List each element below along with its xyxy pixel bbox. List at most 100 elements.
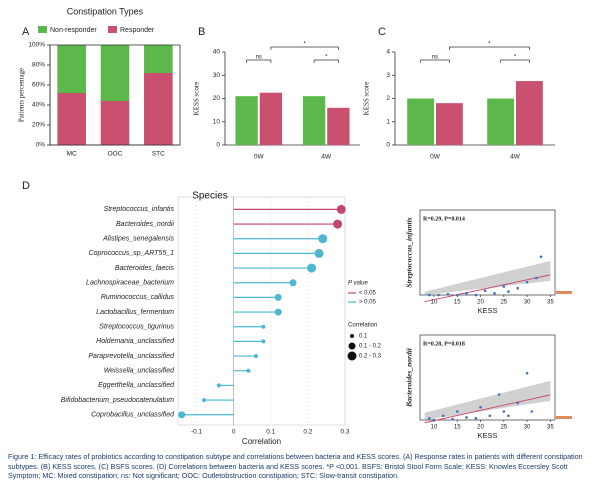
y-tick-label: 40% bbox=[32, 102, 45, 109]
category-label: Lactobacillus_fermentum bbox=[96, 309, 174, 316]
legend-label: 0.2 - 0.3 bbox=[359, 354, 382, 360]
category-label: Streptococcus_tigurinus bbox=[99, 324, 174, 331]
x-tick-label: STC bbox=[152, 151, 165, 158]
point bbox=[455, 293, 459, 297]
x-tick-label: 0W bbox=[430, 154, 441, 161]
point bbox=[432, 418, 436, 422]
category-label: Eggerthella_unclassified bbox=[98, 382, 175, 389]
point bbox=[507, 290, 510, 293]
point bbox=[474, 293, 478, 297]
legend-swatch bbox=[108, 26, 117, 33]
frame bbox=[419, 334, 556, 421]
x-axis-label: KESS bbox=[477, 306, 497, 315]
dot bbox=[178, 411, 186, 419]
significance: * bbox=[325, 55, 328, 61]
y-tick-label: 30 bbox=[213, 72, 221, 79]
bar-segment bbox=[100, 101, 130, 145]
frame bbox=[419, 209, 556, 296]
point bbox=[437, 293, 440, 297]
bar bbox=[407, 98, 434, 145]
point bbox=[446, 292, 450, 296]
side-density bbox=[556, 291, 572, 294]
confidence-band bbox=[424, 380, 551, 420]
bar-segment bbox=[144, 73, 173, 145]
bar-segment bbox=[144, 45, 173, 73]
y-tick-label: 2 bbox=[386, 95, 390, 102]
bracket bbox=[420, 59, 450, 63]
x-axis-label: Correlation bbox=[242, 437, 281, 445]
category-label: Bifidobacterium_pseudocatenulatum bbox=[61, 397, 174, 404]
category-label: Lachnospiraceae_bacterium bbox=[86, 280, 174, 287]
significance: ns bbox=[432, 55, 438, 61]
category-label: Holdemania_unclassified bbox=[96, 338, 175, 345]
y-tick-label: 60% bbox=[32, 82, 45, 89]
dot bbox=[246, 368, 251, 373]
bracket bbox=[500, 59, 530, 63]
point bbox=[474, 417, 478, 420]
y-tick-label: 0% bbox=[36, 142, 46, 149]
legend-label: Non-responder bbox=[50, 27, 97, 34]
bar bbox=[302, 96, 326, 145]
legend-dot bbox=[347, 351, 357, 361]
annotation: R=0.29, P=0.014 bbox=[423, 216, 465, 222]
dot bbox=[336, 204, 346, 214]
dot bbox=[253, 354, 258, 359]
panel-label: B bbox=[198, 26, 205, 38]
x-tick-label: 15 bbox=[454, 425, 461, 431]
bracket bbox=[449, 46, 530, 50]
dot bbox=[261, 339, 266, 344]
dot bbox=[216, 383, 221, 388]
y-axis-label: KESS score bbox=[363, 82, 371, 116]
y-tick-label: 0 bbox=[216, 142, 220, 149]
panel-label: D bbox=[22, 180, 30, 192]
category-label: Bacteroides_nordii bbox=[116, 221, 174, 228]
category-label: Weissella_unclassified bbox=[104, 368, 175, 375]
x-tick-label: 25 bbox=[500, 425, 507, 431]
bar bbox=[436, 103, 463, 145]
point bbox=[535, 276, 538, 280]
point bbox=[502, 285, 506, 288]
point bbox=[441, 414, 445, 418]
caption: Figure 1: Efficacy rates of probiotics a… bbox=[8, 452, 583, 480]
x-tick-label: 25 bbox=[500, 300, 507, 306]
point bbox=[497, 393, 501, 396]
dot bbox=[274, 293, 282, 301]
significance: * bbox=[488, 42, 491, 48]
legend-label: < 0.05 bbox=[359, 291, 377, 297]
bracket bbox=[313, 59, 339, 63]
x-tick-label: 0 bbox=[232, 429, 236, 436]
legend-label: Responder bbox=[120, 27, 155, 34]
point bbox=[428, 293, 431, 297]
bar-segment bbox=[100, 45, 130, 101]
x-tick-label: 15 bbox=[454, 300, 461, 306]
figure: A B C D 0% 20% 40% 60% 80% 100% Patients percentag… bbox=[18, 6, 572, 445]
point bbox=[428, 417, 431, 420]
legend-title: Correlation bbox=[348, 323, 377, 329]
legend-title: P value bbox=[348, 281, 368, 287]
legend-swatch bbox=[38, 26, 47, 33]
x-tick-label: 10 bbox=[431, 300, 438, 306]
bar-segment bbox=[57, 45, 86, 93]
x-axis-label: KESS bbox=[477, 431, 497, 440]
panel-label: A bbox=[22, 26, 30, 38]
chart-title: Constipation Types bbox=[67, 6, 144, 16]
category-label: Bacteroides_faecis bbox=[115, 265, 175, 272]
x-tick-label: OOC bbox=[108, 151, 123, 158]
dot bbox=[201, 398, 206, 403]
y-tick-label: 4 bbox=[386, 49, 390, 56]
side-density bbox=[556, 416, 572, 419]
trend-line bbox=[424, 394, 551, 424]
x-tick-label: 0.2 bbox=[303, 429, 312, 436]
y-tick-label: 20 bbox=[213, 95, 221, 102]
point bbox=[465, 292, 468, 295]
legend-label: 0.1 bbox=[359, 334, 368, 340]
y-tick-label: 40 bbox=[213, 49, 221, 56]
point bbox=[488, 414, 492, 418]
dot bbox=[307, 263, 317, 273]
category-label: Paraprevotella_unclassified bbox=[88, 353, 175, 360]
frame bbox=[49, 44, 181, 146]
bar bbox=[327, 107, 350, 145]
y-tick-label: 3 bbox=[386, 72, 390, 79]
significance: ns bbox=[256, 55, 262, 61]
category-label: Ruminococcus_callidus bbox=[101, 294, 175, 301]
